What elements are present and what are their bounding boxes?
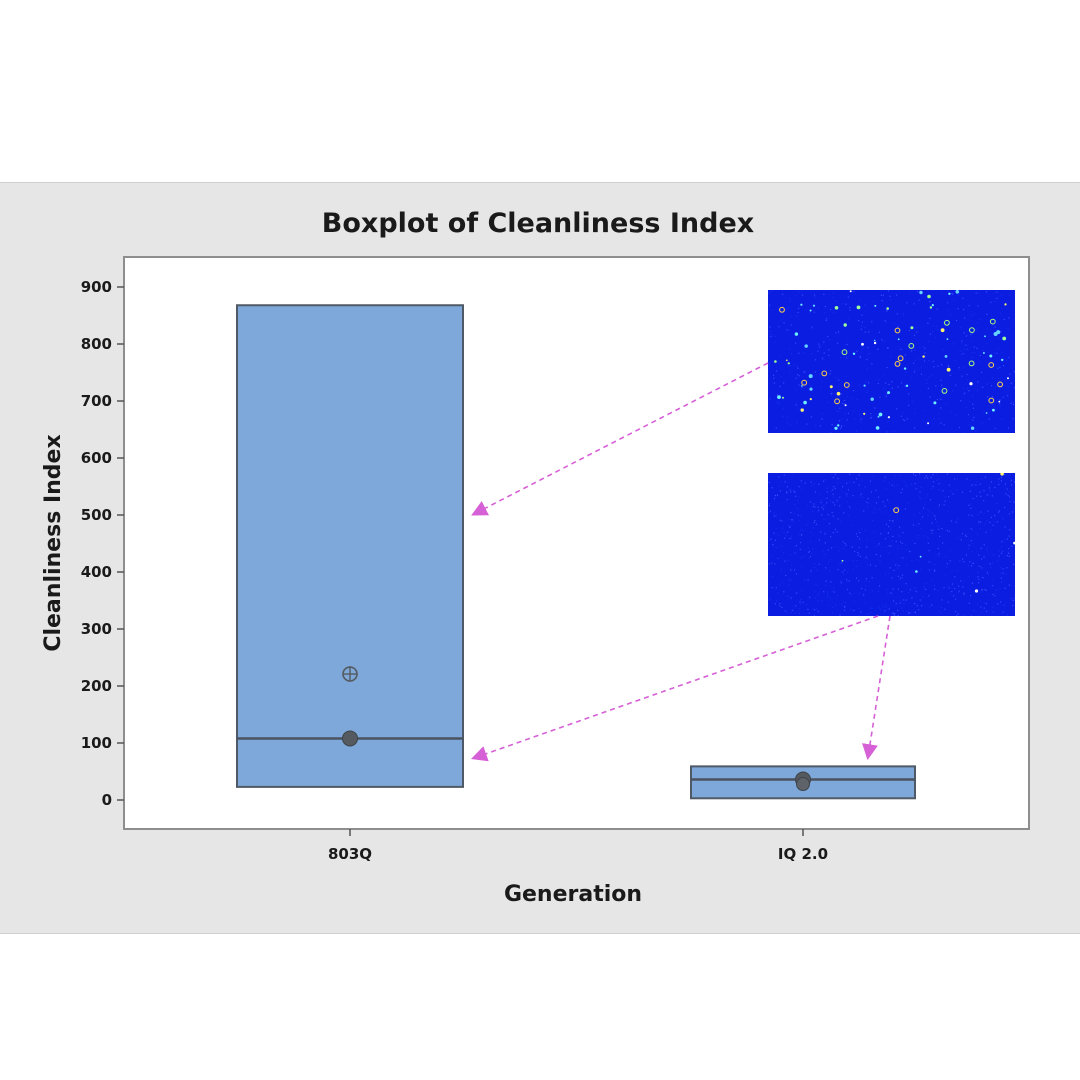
median-marker [342,730,358,747]
chart-title: Boxplot of Cleanliness Index [322,208,754,239]
y-tick-label: 600 [81,449,112,467]
y-tick-label: 800 [81,335,112,353]
y-tick-label: 300 [81,620,112,638]
x-tick-label: 803Q [328,845,372,863]
y-tick-label: 400 [81,563,112,581]
y-tick-label: 200 [81,677,112,695]
boxes-group [236,304,916,800]
x-tick-label: IQ 2.0 [778,845,828,863]
y-tick-label: 900 [81,278,112,296]
y-tick-label: 0 [102,791,112,809]
particle-image-icon [768,290,1015,433]
y-axis-label: Cleanliness Index [41,434,66,651]
box-iqr [236,304,464,788]
y-tick-label: 500 [81,506,112,524]
particle-image-icon [768,473,1015,616]
y-tick-label: 700 [81,392,112,410]
y-tick-label: 100 [81,734,112,752]
mean-marker [796,777,810,792]
x-axis: 803Q IQ 2.0 [328,829,828,863]
y-axis: 0 100 200 300 400 500 600 700 800 900 [81,278,124,809]
chart-frame: Boxplot of Cleanliness Index Generation … [0,182,1080,934]
x-axis-label: Generation [504,882,642,907]
